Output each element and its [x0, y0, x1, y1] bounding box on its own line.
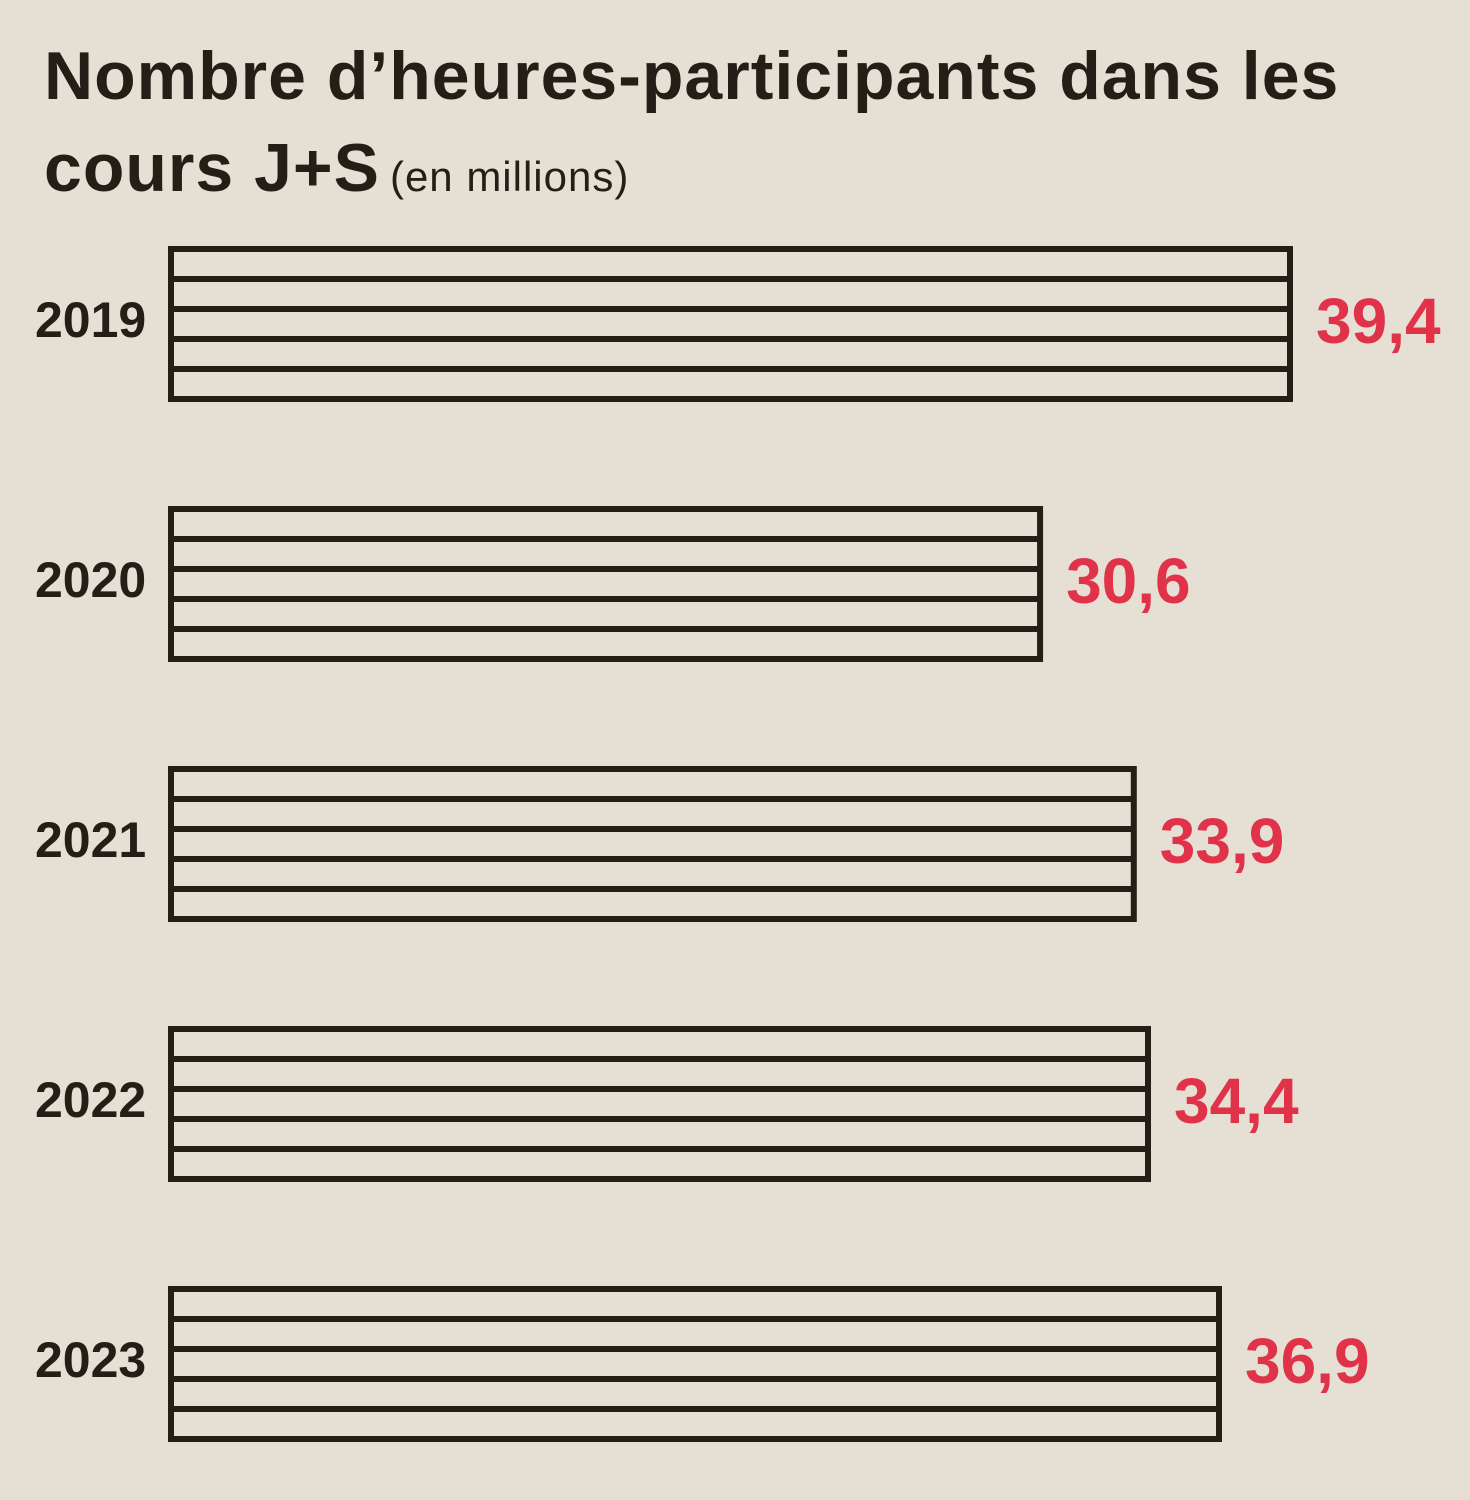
data-label: 39,4	[1316, 285, 1441, 357]
data-label: 36,9	[1245, 1325, 1370, 1397]
y-tick-label: 2022	[35, 1072, 146, 1128]
bar	[168, 506, 1044, 662]
data-label: 33,9	[1160, 805, 1285, 877]
bar	[168, 1286, 1222, 1442]
data-label: 30,6	[1066, 545, 1191, 617]
chart-title: Nombre d’heures-participants dans les co…	[44, 38, 1340, 206]
bar	[168, 1026, 1151, 1182]
bar	[168, 246, 1293, 402]
title-block: Nombre d’heures-participants dans les co…	[44, 30, 1364, 223]
y-tick-label: 2021	[35, 812, 146, 868]
y-tick-label: 2023	[35, 1332, 146, 1388]
chart-subtitle: (en millions)	[389, 153, 630, 200]
bar	[168, 766, 1137, 922]
y-tick-label: 2019	[35, 292, 146, 348]
data-label: 34,4	[1174, 1065, 1299, 1137]
y-tick-label: 2020	[35, 552, 146, 608]
